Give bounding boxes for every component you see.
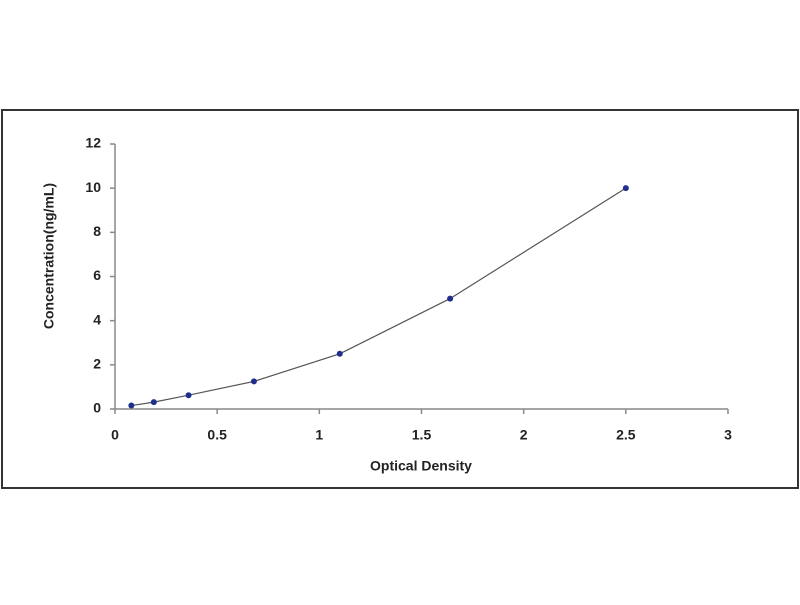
data-point	[250, 378, 257, 385]
y-tick-label: 8	[93, 223, 101, 239]
x-axis-label: Optical Density	[370, 458, 472, 474]
y-tick-label: 12	[85, 135, 101, 151]
x-tick-label: 2	[520, 427, 528, 443]
y-tick-label: 4	[93, 311, 101, 327]
data-point	[447, 295, 454, 302]
chart-frame	[1, 109, 799, 489]
y-tick-label: 0	[93, 400, 101, 416]
y-tick-label: 2	[93, 356, 101, 372]
x-tick-label: 0	[111, 427, 119, 443]
x-tick-label: 1.5	[412, 427, 432, 443]
data-point	[622, 185, 629, 192]
y-tick-label: 6	[93, 267, 101, 283]
data-point	[128, 402, 135, 409]
data-point	[185, 392, 192, 399]
y-axis-label: Concentration(ng/mL)	[41, 183, 57, 329]
y-tick-label: 10	[85, 179, 101, 195]
data-point	[150, 399, 157, 406]
x-tick-label: 0.5	[207, 427, 227, 443]
x-tick-label: 3	[724, 427, 732, 443]
data-point	[336, 350, 343, 357]
x-tick-label: 1	[315, 427, 323, 443]
x-tick-label: 2.5	[616, 427, 636, 443]
